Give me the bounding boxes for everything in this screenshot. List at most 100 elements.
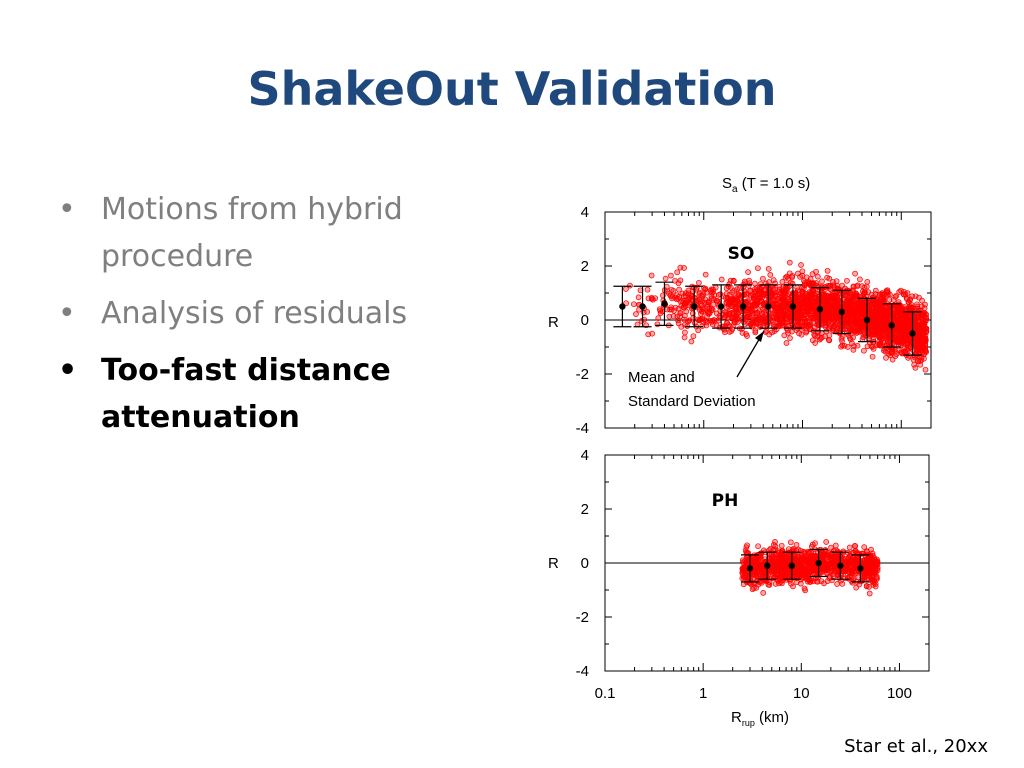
residual-point — [857, 276, 863, 283]
residual-point — [916, 322, 923, 328]
residual-point — [869, 353, 876, 360]
residual-point — [755, 265, 761, 272]
residual-point — [852, 542, 858, 549]
residual-point — [849, 340, 855, 347]
residual-point — [833, 553, 840, 560]
residual-point — [802, 573, 809, 580]
residual-point — [905, 355, 911, 361]
mean-point — [838, 308, 846, 316]
residual-point — [870, 553, 876, 559]
residual-point — [756, 322, 763, 328]
residual-point — [792, 555, 798, 562]
residual-point — [922, 336, 929, 342]
residual-point — [644, 286, 651, 293]
residual-point — [864, 557, 871, 564]
residual-point — [904, 296, 910, 302]
residual-point — [675, 320, 682, 327]
residual-point — [711, 296, 717, 302]
residual-point — [920, 329, 927, 336]
mean-point — [789, 303, 797, 310]
residual-point — [787, 335, 793, 341]
residual-point — [702, 271, 709, 278]
residual-point — [902, 348, 908, 355]
residual-point — [805, 554, 812, 561]
residual-point — [623, 300, 629, 307]
residual-point — [914, 303, 921, 310]
residual-point — [752, 329, 759, 336]
residual-point — [668, 272, 674, 279]
residual-point — [698, 308, 705, 315]
residual-point — [872, 562, 878, 569]
residual-point — [696, 279, 702, 286]
residual-point — [839, 338, 845, 344]
residual-point — [814, 273, 821, 280]
residual-point — [915, 313, 922, 320]
bullet-item: • Too-fast distance attenuation — [58, 347, 488, 441]
residual-point — [702, 296, 709, 303]
x-tick-label: 100 — [887, 685, 912, 702]
mean-point — [815, 559, 822, 567]
residual-point — [846, 544, 853, 551]
residual-point — [777, 563, 784, 569]
residual-point — [795, 270, 801, 277]
residual-point — [649, 330, 656, 337]
panel-ph: 4 2 0 -2 -4 R PH 0.1 1 10 100 — [548, 447, 930, 702]
x-axis-label: Rrup (km) — [731, 709, 789, 728]
residual-point — [883, 315, 890, 322]
residual-point — [681, 293, 687, 300]
residual-point — [676, 286, 682, 293]
residual-point — [717, 291, 724, 298]
residual-point — [839, 282, 846, 289]
y-tick-label: 4 — [581, 204, 589, 221]
residual-point — [870, 579, 877, 586]
residual-point — [912, 364, 919, 371]
residual-point — [688, 292, 695, 299]
y-tick-label: 4 — [581, 447, 589, 464]
residual-point — [804, 302, 811, 309]
panel-label: SO — [728, 244, 755, 264]
residual-point — [859, 321, 866, 328]
residual-point — [821, 580, 827, 587]
residual-point — [631, 301, 637, 308]
residual-point — [749, 309, 756, 316]
residual-point — [623, 286, 629, 292]
residual-point — [901, 340, 908, 347]
residual-point — [674, 292, 680, 299]
residual-point — [745, 269, 751, 275]
residual-point — [846, 573, 853, 580]
residual-point — [756, 573, 762, 579]
residual-point — [911, 361, 918, 368]
residual-point — [824, 563, 830, 570]
residual-point — [723, 304, 730, 311]
residual-point — [842, 575, 848, 582]
residual-point — [863, 582, 870, 589]
residual-point — [787, 539, 794, 546]
residual-point — [677, 298, 684, 305]
residual-point — [755, 560, 761, 567]
residual-point — [698, 292, 705, 299]
residual-point — [845, 299, 851, 306]
residual-point — [648, 272, 655, 279]
residual-point — [849, 567, 856, 574]
y-tick-label: -4 — [576, 663, 589, 680]
residual-point — [853, 330, 860, 336]
residual-point — [861, 284, 868, 291]
residual-point — [766, 331, 773, 338]
residual-point — [867, 324, 873, 330]
mean-point — [739, 303, 747, 310]
residual-point — [872, 328, 879, 335]
residual-point — [868, 343, 875, 350]
residual-point — [812, 540, 818, 547]
chart-title: Sa (T = 1.0 s) — [722, 175, 810, 195]
residual-point — [737, 295, 743, 301]
residual-point — [755, 543, 761, 550]
mean-point — [909, 330, 916, 337]
residual-point — [807, 321, 814, 328]
residual-point — [688, 338, 695, 345]
y-tick-label: 2 — [581, 501, 589, 518]
residual-point — [802, 587, 809, 594]
residual-point — [752, 280, 758, 287]
residual-point — [705, 311, 712, 317]
residual-point — [664, 306, 671, 313]
residual-point — [879, 291, 885, 298]
